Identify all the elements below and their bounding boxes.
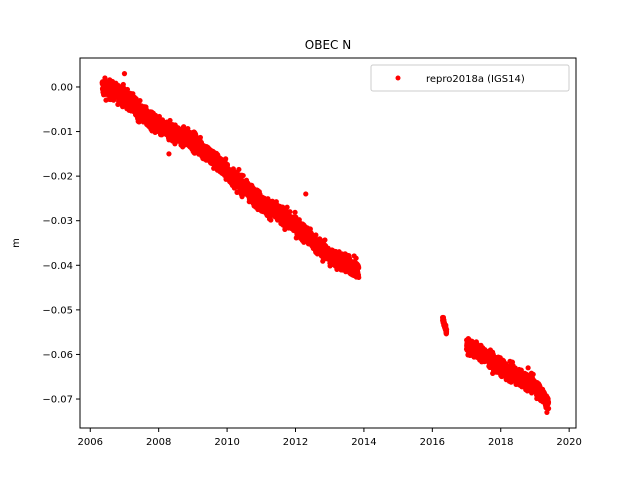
y-tick-label: −0.06 <box>42 350 73 361</box>
y-tick-label: −0.07 <box>42 395 73 406</box>
x-tick-label: 2008 <box>146 437 171 448</box>
data-point <box>102 75 108 81</box>
data-point <box>156 113 162 120</box>
data-point <box>269 198 275 204</box>
data-point <box>223 156 229 162</box>
data-point <box>545 405 552 412</box>
data-point <box>356 274 362 281</box>
y-tick-label: −0.05 <box>42 305 73 316</box>
y-axis-label: m <box>11 238 22 248</box>
x-tick-label: 2006 <box>78 437 103 448</box>
data-point <box>284 204 290 210</box>
y-tick-label: 0.00 <box>51 82 73 93</box>
data-point <box>353 255 359 261</box>
data-point <box>356 265 362 271</box>
data-point <box>322 237 328 243</box>
data-point <box>287 209 293 215</box>
y-axis: 0.00 −0.01 −0.02 −0.03 −0.04 −0.05 −0.06 −0.07 <box>42 82 80 406</box>
data-point <box>545 399 552 405</box>
data-point <box>167 117 173 124</box>
data-point <box>268 217 274 223</box>
legend: repro2018a (IGS14) <box>370 64 570 92</box>
legend-box <box>370 64 570 92</box>
y-tick-label: −0.03 <box>42 216 73 227</box>
x-tick-label: 2018 <box>488 437 513 448</box>
plot-frame <box>79 57 577 429</box>
data-points <box>99 71 552 415</box>
data-point <box>303 191 309 197</box>
legend-marker <box>395 75 401 81</box>
data-point <box>236 166 242 173</box>
data-point <box>544 409 550 415</box>
chart-title: OBEC N <box>305 38 351 52</box>
data-point <box>525 365 531 371</box>
y-tick-label: −0.01 <box>42 127 73 138</box>
x-axis: 2006 2008 2010 2012 2014 2016 2018 2020 <box>78 428 582 448</box>
data-point <box>530 371 536 377</box>
x-tick-label: 2014 <box>351 437 376 448</box>
x-tick-label: 2012 <box>283 437 308 448</box>
x-tick-label: 2010 <box>214 437 239 448</box>
x-tick-label: 2020 <box>556 437 581 448</box>
data-point <box>292 209 298 215</box>
data-point <box>224 161 231 168</box>
data-point <box>166 151 172 157</box>
y-tick-label: −0.02 <box>42 172 73 183</box>
data-point <box>240 172 246 179</box>
data-point <box>444 326 450 333</box>
data-point <box>137 98 143 104</box>
x-tick-label: 2016 <box>420 437 445 448</box>
data-point <box>197 134 203 141</box>
y-tick-label: −0.04 <box>42 261 73 272</box>
legend-label: repro2018a (IGS14) <box>426 74 525 85</box>
data-point <box>121 71 128 77</box>
data-point <box>313 232 319 238</box>
